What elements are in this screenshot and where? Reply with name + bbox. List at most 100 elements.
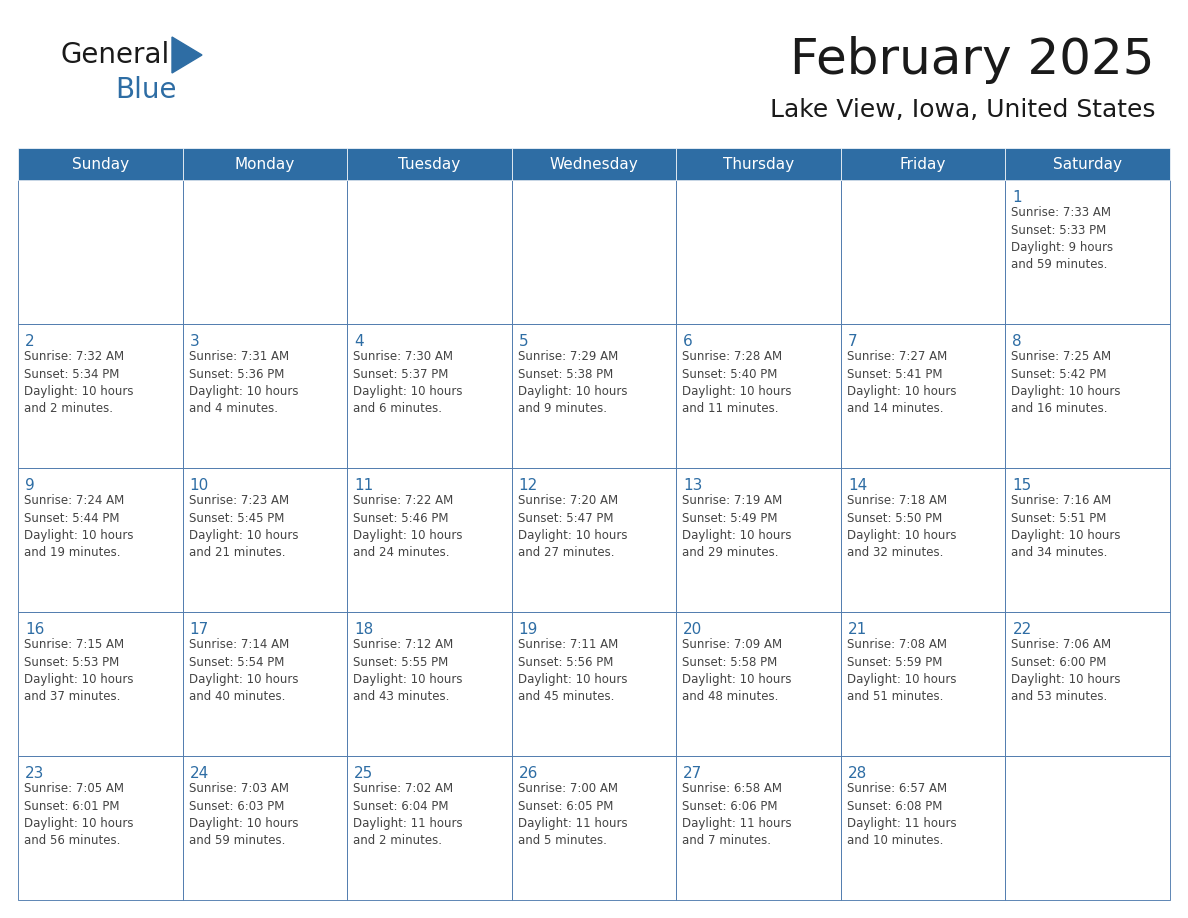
Text: Sunday: Sunday [71, 156, 128, 172]
Text: 4: 4 [354, 334, 364, 349]
Bar [18, 468, 183, 612]
Text: Sunrise: 7:31 AM
Sunset: 5:36 PM
Daylight: 10 hours
and 4 minutes.: Sunrise: 7:31 AM Sunset: 5:36 PM Dayligh… [189, 350, 298, 416]
Text: 23: 23 [25, 766, 44, 781]
Text: Wednesday: Wednesday [550, 156, 638, 172]
Text: Thursday: Thursday [723, 156, 794, 172]
Text: 16: 16 [25, 622, 44, 637]
Bar [676, 148, 841, 180]
Text: Sunrise: 7:03 AM
Sunset: 6:03 PM
Daylight: 10 hours
and 59 minutes.: Sunrise: 7:03 AM Sunset: 6:03 PM Dayligh… [189, 782, 298, 847]
Text: 1: 1 [1012, 190, 1022, 205]
Text: February 2025: February 2025 [790, 36, 1155, 84]
Bar [347, 612, 512, 756]
Bar [183, 148, 347, 180]
Text: 19: 19 [519, 622, 538, 637]
Text: General: General [61, 41, 169, 69]
Text: 3: 3 [190, 334, 200, 349]
Bar [347, 180, 512, 324]
Bar [841, 756, 1005, 900]
Text: 9: 9 [25, 478, 34, 493]
Text: Sunrise: 7:32 AM
Sunset: 5:34 PM
Daylight: 10 hours
and 2 minutes.: Sunrise: 7:32 AM Sunset: 5:34 PM Dayligh… [24, 350, 133, 416]
Text: 5: 5 [519, 334, 529, 349]
Bar [347, 324, 512, 468]
Text: Sunrise: 7:08 AM
Sunset: 5:59 PM
Daylight: 10 hours
and 51 minutes.: Sunrise: 7:08 AM Sunset: 5:59 PM Dayligh… [847, 638, 956, 703]
Text: 17: 17 [190, 622, 209, 637]
Bar [347, 148, 512, 180]
Text: Sunrise: 7:14 AM
Sunset: 5:54 PM
Daylight: 10 hours
and 40 minutes.: Sunrise: 7:14 AM Sunset: 5:54 PM Dayligh… [189, 638, 298, 703]
Text: Sunrise: 7:25 AM
Sunset: 5:42 PM
Daylight: 10 hours
and 16 minutes.: Sunrise: 7:25 AM Sunset: 5:42 PM Dayligh… [1011, 350, 1121, 416]
Text: 8: 8 [1012, 334, 1022, 349]
Bar [676, 180, 841, 324]
Text: 22: 22 [1012, 622, 1031, 637]
Text: 11: 11 [354, 478, 373, 493]
Text: 10: 10 [190, 478, 209, 493]
Text: Blue: Blue [115, 76, 177, 104]
Text: Monday: Monday [235, 156, 295, 172]
Text: Sunrise: 7:24 AM
Sunset: 5:44 PM
Daylight: 10 hours
and 19 minutes.: Sunrise: 7:24 AM Sunset: 5:44 PM Dayligh… [24, 494, 133, 559]
Text: Sunrise: 7:02 AM
Sunset: 6:04 PM
Daylight: 11 hours
and 2 minutes.: Sunrise: 7:02 AM Sunset: 6:04 PM Dayligh… [353, 782, 463, 847]
Bar [512, 756, 676, 900]
Bar [676, 324, 841, 468]
Text: 26: 26 [519, 766, 538, 781]
Bar [347, 756, 512, 900]
Text: 7: 7 [848, 334, 858, 349]
Bar [18, 148, 183, 180]
Text: 28: 28 [848, 766, 867, 781]
Text: 20: 20 [683, 622, 702, 637]
Text: Sunrise: 7:12 AM
Sunset: 5:55 PM
Daylight: 10 hours
and 43 minutes.: Sunrise: 7:12 AM Sunset: 5:55 PM Dayligh… [353, 638, 462, 703]
Bar [676, 468, 841, 612]
Text: Sunrise: 7:00 AM
Sunset: 6:05 PM
Daylight: 11 hours
and 5 minutes.: Sunrise: 7:00 AM Sunset: 6:05 PM Dayligh… [518, 782, 627, 847]
Text: 13: 13 [683, 478, 702, 493]
Text: Sunrise: 7:16 AM
Sunset: 5:51 PM
Daylight: 10 hours
and 34 minutes.: Sunrise: 7:16 AM Sunset: 5:51 PM Dayligh… [1011, 494, 1121, 559]
Text: Sunrise: 7:22 AM
Sunset: 5:46 PM
Daylight: 10 hours
and 24 minutes.: Sunrise: 7:22 AM Sunset: 5:46 PM Dayligh… [353, 494, 462, 559]
Bar [183, 756, 347, 900]
Text: 25: 25 [354, 766, 373, 781]
Bar [18, 612, 183, 756]
Text: 18: 18 [354, 622, 373, 637]
Text: Sunrise: 7:27 AM
Sunset: 5:41 PM
Daylight: 10 hours
and 14 minutes.: Sunrise: 7:27 AM Sunset: 5:41 PM Dayligh… [847, 350, 956, 416]
Text: Saturday: Saturday [1054, 156, 1123, 172]
Bar [512, 468, 676, 612]
Bar [841, 148, 1005, 180]
Text: Friday: Friday [901, 156, 947, 172]
Bar [18, 756, 183, 900]
Bar [841, 180, 1005, 324]
Text: Sunrise: 7:06 AM
Sunset: 6:00 PM
Daylight: 10 hours
and 53 minutes.: Sunrise: 7:06 AM Sunset: 6:00 PM Dayligh… [1011, 638, 1121, 703]
Bar [512, 324, 676, 468]
Text: Sunrise: 7:05 AM
Sunset: 6:01 PM
Daylight: 10 hours
and 56 minutes.: Sunrise: 7:05 AM Sunset: 6:01 PM Dayligh… [24, 782, 133, 847]
Bar [183, 612, 347, 756]
Text: Sunrise: 6:58 AM
Sunset: 6:06 PM
Daylight: 11 hours
and 7 minutes.: Sunrise: 6:58 AM Sunset: 6:06 PM Dayligh… [682, 782, 792, 847]
Bar [841, 468, 1005, 612]
Text: Sunrise: 6:57 AM
Sunset: 6:08 PM
Daylight: 11 hours
and 10 minutes.: Sunrise: 6:57 AM Sunset: 6:08 PM Dayligh… [847, 782, 956, 847]
Bar [841, 324, 1005, 468]
Text: Sunrise: 7:19 AM
Sunset: 5:49 PM
Daylight: 10 hours
and 29 minutes.: Sunrise: 7:19 AM Sunset: 5:49 PM Dayligh… [682, 494, 791, 559]
Text: Sunrise: 7:33 AM
Sunset: 5:33 PM
Daylight: 9 hours
and 59 minutes.: Sunrise: 7:33 AM Sunset: 5:33 PM Dayligh… [1011, 206, 1113, 272]
Text: Sunrise: 7:18 AM
Sunset: 5:50 PM
Daylight: 10 hours
and 32 minutes.: Sunrise: 7:18 AM Sunset: 5:50 PM Dayligh… [847, 494, 956, 559]
Text: Sunrise: 7:29 AM
Sunset: 5:38 PM
Daylight: 10 hours
and 9 minutes.: Sunrise: 7:29 AM Sunset: 5:38 PM Dayligh… [518, 350, 627, 416]
Bar [183, 324, 347, 468]
Text: Sunrise: 7:30 AM
Sunset: 5:37 PM
Daylight: 10 hours
and 6 minutes.: Sunrise: 7:30 AM Sunset: 5:37 PM Dayligh… [353, 350, 462, 416]
Text: 12: 12 [519, 478, 538, 493]
Text: 6: 6 [683, 334, 693, 349]
Bar [512, 612, 676, 756]
Text: 14: 14 [848, 478, 867, 493]
Bar [512, 148, 676, 180]
Bar [1005, 324, 1170, 468]
Text: Sunrise: 7:09 AM
Sunset: 5:58 PM
Daylight: 10 hours
and 48 minutes.: Sunrise: 7:09 AM Sunset: 5:58 PM Dayligh… [682, 638, 791, 703]
Bar [347, 468, 512, 612]
Bar [1005, 612, 1170, 756]
Text: Sunrise: 7:23 AM
Sunset: 5:45 PM
Daylight: 10 hours
and 21 minutes.: Sunrise: 7:23 AM Sunset: 5:45 PM Dayligh… [189, 494, 298, 559]
Bar [676, 756, 841, 900]
Text: Lake View, Iowa, United States: Lake View, Iowa, United States [770, 98, 1155, 122]
Text: 15: 15 [1012, 478, 1031, 493]
Text: Sunrise: 7:11 AM
Sunset: 5:56 PM
Daylight: 10 hours
and 45 minutes.: Sunrise: 7:11 AM Sunset: 5:56 PM Dayligh… [518, 638, 627, 703]
Text: 24: 24 [190, 766, 209, 781]
Bar [18, 324, 183, 468]
Text: Sunrise: 7:20 AM
Sunset: 5:47 PM
Daylight: 10 hours
and 27 minutes.: Sunrise: 7:20 AM Sunset: 5:47 PM Dayligh… [518, 494, 627, 559]
Text: Sunrise: 7:15 AM
Sunset: 5:53 PM
Daylight: 10 hours
and 37 minutes.: Sunrise: 7:15 AM Sunset: 5:53 PM Dayligh… [24, 638, 133, 703]
Bar [676, 612, 841, 756]
Bar [183, 180, 347, 324]
Polygon shape [172, 37, 202, 73]
Bar [1005, 468, 1170, 612]
Text: 21: 21 [848, 622, 867, 637]
Text: Tuesday: Tuesday [398, 156, 461, 172]
